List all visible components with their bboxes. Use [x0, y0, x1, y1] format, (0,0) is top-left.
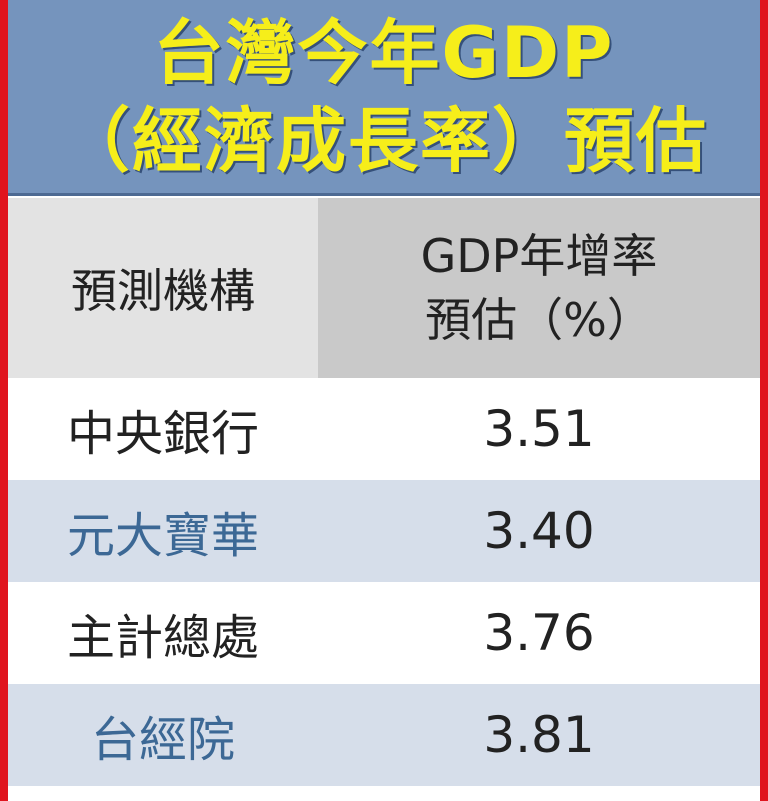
header-line: 預估（%） [425, 293, 653, 347]
table-row: 元大寶華 3.40 [8, 480, 760, 582]
table-body: 中央銀行 3.51 元大寶華 3.40 主計總處 3.76 台經院 3.81 [8, 378, 760, 786]
value-cell: 3.81 [483, 706, 595, 764]
institution-cell: 台經院 [90, 712, 235, 768]
institution-cell: 中央銀行 [66, 406, 259, 462]
title-line: （經濟成長率）預估 [60, 99, 708, 182]
header-cell: 預測機構 [8, 198, 318, 378]
title-banner: 台灣今年GDP （經濟成長率）預估 [8, 0, 760, 196]
header-cell: GDP年增率 預估（%） [318, 198, 760, 378]
table-header: 預測機構 GDP年增率 預估（%） [8, 198, 760, 378]
table-row: 主計總處 3.76 [8, 582, 760, 684]
title-line: 台灣今年GDP [153, 11, 615, 94]
table-row: 中央銀行 3.51 [8, 378, 760, 480]
value-cell: 3.40 [483, 502, 595, 560]
institution-cell: 主計總處 [66, 610, 259, 666]
value-cell: 3.76 [483, 604, 595, 662]
table-row: 台經院 3.81 [8, 684, 760, 786]
value-cell: 3.51 [483, 400, 595, 458]
institution-cell: 元大寶華 [66, 508, 259, 564]
header-line: GDP年增率 [420, 229, 658, 283]
